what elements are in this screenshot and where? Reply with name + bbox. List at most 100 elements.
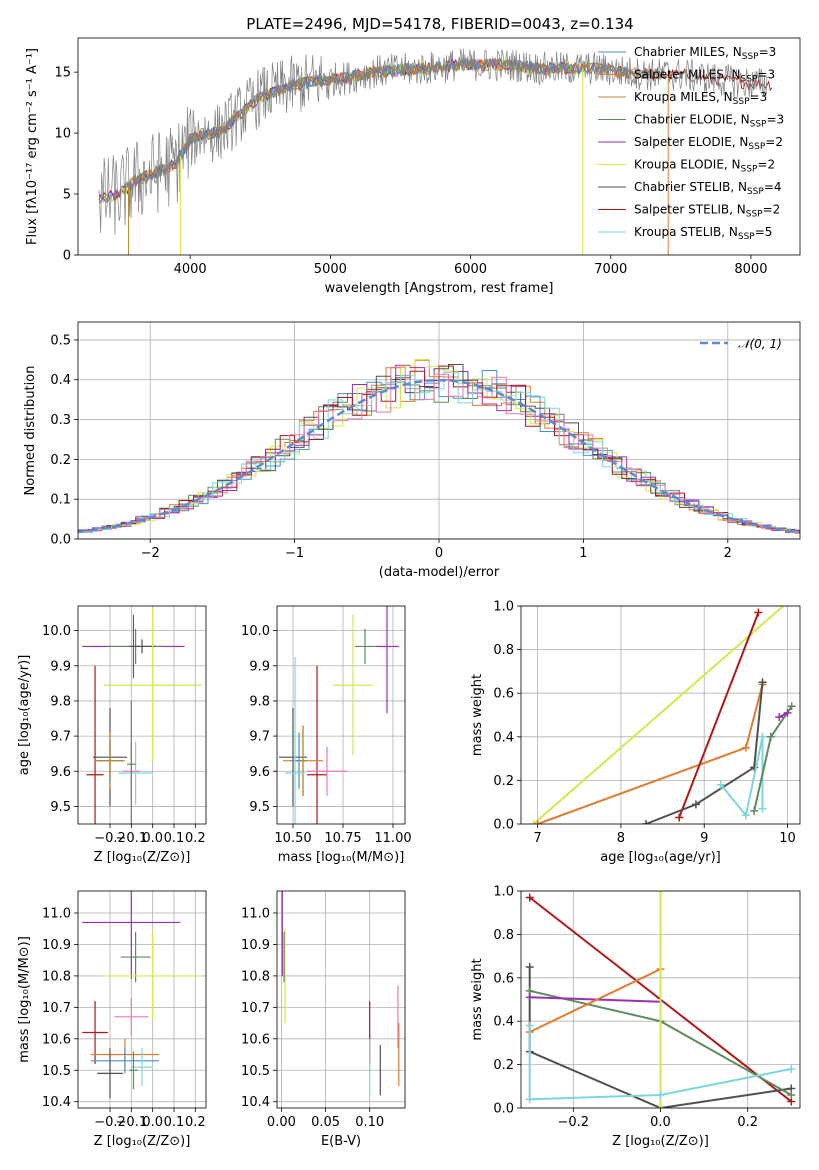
axes-frame (77, 37, 801, 256)
observed-spectrum-line (98, 48, 769, 236)
x-tick-label: −1 (285, 546, 304, 561)
y-axis-label: Normed distribution (23, 366, 38, 496)
x-tick-label: 0.10 (355, 1115, 384, 1130)
y-tick-label: 0.8 (493, 643, 514, 658)
weight-point-marker (641, 820, 650, 824)
y-axis-label: age [log₁₀(age/yr)] (17, 655, 32, 776)
y-tick-label: 10.7 (42, 1001, 71, 1016)
x-tick-label: 10.50 (274, 831, 311, 846)
weight-point-marker (656, 1104, 665, 1108)
y-tick-label: 10.5 (42, 1064, 71, 1079)
weight-point-marker (656, 891, 665, 895)
x-axis-label: Z [log₁₀(Z/Z⊙)] (94, 1134, 191, 1149)
weight-point-marker (787, 1064, 796, 1073)
plot-area-weight_vs_Z (525, 891, 796, 1108)
figure-title: PLATE=2496, MJD=54178, FIBERID=0043, z=0… (246, 15, 633, 33)
y-tick-label: 10.8 (42, 969, 71, 984)
x-axis-label: E(B-V) (321, 1134, 361, 1149)
weight-point-marker (766, 732, 775, 741)
panel-weight_vs_Z: −0.2 0.0 0.2 0.0 0.2 0.4 0.6 0.8 1.0 Z [log₁₀(Z/Z… (470, 885, 801, 1149)
x-axis-label: (data-model)/error (379, 565, 500, 580)
y-tick-label: 0.4 (50, 373, 71, 388)
weight-series-line (678, 612, 760, 818)
x-tick-label: −0.2 (94, 831, 126, 846)
y-tick-label: 9.5 (50, 800, 71, 815)
legend-label: Chabrier MILES, NSSP=3 (634, 45, 776, 62)
weight-series-line (528, 967, 792, 1108)
x-tick-label: 0.2 (737, 1115, 758, 1130)
weight-point-marker (525, 1095, 534, 1104)
plot-area-weight_vs_age (529, 606, 796, 824)
y-tick-label: 10.9 (42, 938, 71, 953)
weight-point-marker (675, 813, 684, 822)
y-tick-label: 0.0 (50, 533, 71, 548)
x-tick-label: −0.1 (116, 1115, 148, 1130)
legend-label: Kroupa STELIB, NSSP=5 (634, 225, 772, 242)
y-tick-label: 9.8 (50, 694, 71, 709)
panel-residuals: −2 −1 0 1 2 0.0 0.1 0.2 0.3 0.4 0.5 (data-model)/er… (23, 321, 801, 580)
x-tick-label: 8 (617, 831, 625, 846)
panel-age_vs_Z: −0.2−0.10.0 0.1 0.2 9.5 9.6 9.7 9.8 9.9 10.0 Z [l… (17, 605, 207, 865)
y-tick-label: 0.8 (493, 928, 514, 943)
y-tick-label: 11.0 (42, 907, 71, 922)
x-tick-label: 7000 (594, 262, 627, 277)
x-tick-label: 5000 (314, 262, 347, 277)
y-tick-label: 9.8 (249, 694, 270, 709)
panel-mass_vs_Z: −0.2−0.10.0 0.1 0.2 10.4 10.5 10.6 10.7 10.8 10.… (17, 890, 207, 1149)
legend-label: Salpeter MILES, NSSP=3 (634, 68, 775, 85)
weight-series-line (537, 684, 764, 824)
y-tick-label: 10.9 (241, 938, 270, 953)
y-axis-label: mass [log₁₀(M/M⊙)] (17, 936, 32, 1063)
y-axis-label: mass weight (470, 958, 485, 1040)
y-tick-label: 9.9 (50, 659, 71, 674)
panel-mass_vs_EBV: 0.00 0.05 0.10 10.4 10.5 10.6 10.7 10.8 10.9 11.0… (241, 890, 406, 1149)
weight-point-marker (758, 678, 767, 687)
residual-histogram-step (87, 366, 800, 533)
y-tick-label: 0.0 (493, 1102, 514, 1117)
weight-point-marker (525, 893, 534, 902)
x-tick-label: 0.2 (185, 1115, 206, 1130)
y-tick-label: 0.2 (493, 774, 514, 789)
y-axis-label: mass weight (470, 674, 485, 756)
x-tick-label: −2 (141, 546, 160, 561)
legend-label: Salpeter STELIB, NSSP=2 (634, 203, 780, 220)
weight-point-marker (754, 608, 763, 617)
plot-area-spectrum (98, 48, 773, 255)
x-tick-label: 10.75 (324, 831, 361, 846)
plot-area-age_vs_mass (279, 606, 399, 824)
x-axis-label: mass [log₁₀(M/M⊙)] (278, 850, 405, 865)
weight-point-marker (533, 820, 542, 824)
x-tick-label: 11.00 (374, 831, 411, 846)
weight-point-marker (656, 1090, 665, 1099)
y-tick-label: 9.6 (50, 765, 71, 780)
y-tick-label: 0.4 (493, 730, 514, 745)
x-tick-label: 0.0 (650, 1115, 671, 1130)
axes-frame (276, 605, 406, 825)
y-tick-label: 0.3 (50, 413, 71, 428)
weight-point-marker (758, 804, 767, 813)
weight-point-marker (741, 811, 750, 820)
y-tick-label: 15 (54, 66, 71, 81)
weight-point-marker (691, 800, 700, 809)
y-tick-label: 10.6 (42, 1032, 71, 1047)
x-axis-label: Z [log₁₀(Z/Z⊙)] (612, 1134, 709, 1149)
y-tick-label: 11.0 (241, 907, 270, 922)
x-tick-label: 8000 (734, 262, 767, 277)
residual-histogram-step (78, 370, 800, 534)
y-tick-label: 10.6 (241, 1032, 270, 1047)
weight-point-marker (775, 713, 784, 722)
residual-histogram-step (82, 371, 800, 533)
y-tick-label: 10.5 (241, 1064, 270, 1079)
x-tick-label: −0.1 (116, 831, 148, 846)
x-tick-label: 0.0 (142, 831, 163, 846)
weight-point-marker (758, 732, 767, 741)
y-tick-label: 9.5 (249, 800, 270, 815)
y-tick-label: 0.6 (493, 687, 514, 702)
legend-label: Kroupa MILES, NSSP=3 (634, 90, 767, 107)
y-tick-label: 9.7 (50, 730, 71, 745)
y-tick-label: 0.0 (493, 818, 514, 833)
legend-label: Kroupa ELODIE, NSSP=2 (634, 158, 775, 175)
x-axis-label: wavelength [Angstrom, rest frame] (325, 281, 554, 296)
y-tick-label: 10.0 (42, 624, 71, 639)
